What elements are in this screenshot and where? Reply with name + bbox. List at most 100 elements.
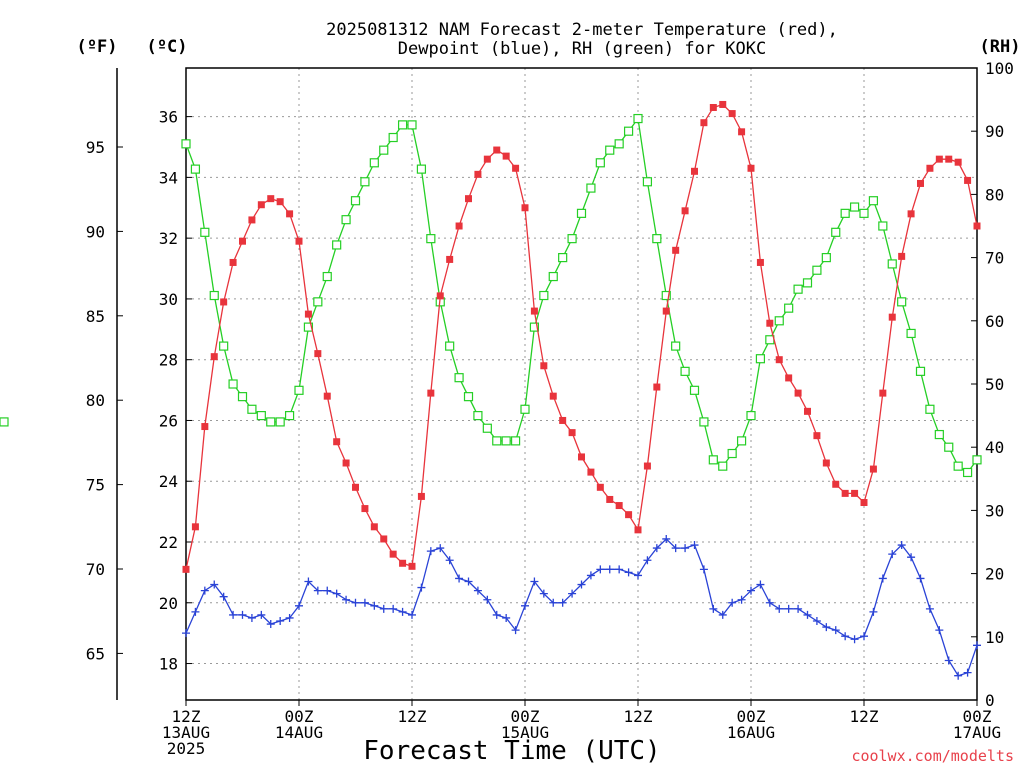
point-dewpoint-h18 [351,598,360,607]
point-dewpoint-h8 [257,610,266,619]
point-rh-h59 [736,436,747,446]
point-rh-h34 [501,436,511,446]
point-rh-h61 [755,354,766,364]
point-rh-h82 [953,461,963,471]
point-rh-h5 [228,379,238,389]
point-2-meter-temperature-h57 [719,100,727,108]
point-dewpoint-h64 [784,604,793,613]
point-2-meter-temperature-h65 [794,389,802,397]
point-2-meter-temperature-h3 [210,353,218,361]
point-dewpoint-h44 [596,565,605,574]
point-2-meter-temperature-h34 [502,152,510,160]
point-2-meter-temperature-h45 [606,495,614,503]
point-2-meter-temperature-h25 [417,492,425,500]
point-dewpoint-h40 [558,598,567,607]
point-2-meter-temperature-h43 [587,468,595,476]
point-dewpoint-h29 [455,574,464,583]
point-2-meter-temperature-h52 [672,246,680,254]
point-dewpoint-h63 [775,604,784,613]
point-rh-h40 [558,253,568,263]
point-2-meter-temperature-h30 [465,195,472,203]
point-2-meter-temperature-h47 [625,511,633,519]
point-2-meter-temperature-h58 [728,110,736,118]
point-dewpoint-h32 [483,595,492,604]
tick-label-fahrenheit-70: 70 [86,560,105,579]
point-2-meter-temperature-h26 [427,389,435,397]
point-dewpoint-h33 [492,610,501,619]
point-2-meter-temperature-h32 [483,155,491,163]
point-2-meter-temperature-h70 [841,489,849,497]
tick-label-celsius-34: 34 [159,168,178,187]
point-rh-h43 [586,183,596,193]
point-2-meter-temperature-h10 [276,198,284,206]
point-dewpoint-h31 [473,586,482,595]
series-dewpoint [182,534,981,680]
point-rh-h29 [454,373,464,383]
point-2-meter-temperature-h73 [869,465,877,473]
point-2-meter-temperature-h5 [229,258,237,266]
fahrenheit-unit-label: (ºF) [77,37,118,57]
point-dewpoint-h13 [304,577,313,586]
point-2-meter-temperature-h76 [898,252,906,260]
point-dewpoint-h17 [342,595,351,604]
point-dewpoint-h27 [436,544,445,553]
point-rh-h16 [332,240,342,250]
point-dewpoint-h78 [916,574,925,583]
point-rh-h75 [887,259,897,269]
point-2-meter-temperature-h19 [361,505,369,513]
point-dewpoint-h42 [577,580,586,589]
point-2-meter-temperature-h84 [973,222,981,230]
point-dewpoint-h70 [841,632,850,641]
tick-label-fahrenheit-80: 80 [86,391,105,410]
point-rh-h65 [793,284,803,294]
point-2-meter-temperature-h22 [389,550,397,558]
point-2-meter-temperature-h63 [775,356,783,364]
point-rh-h58 [727,448,737,459]
point-rh-h17 [341,215,351,225]
point-2-meter-temperature-h17 [342,459,350,467]
tick-label-fahrenheit-95: 95 [86,138,105,157]
point-rh-h71 [849,202,860,212]
point-2-meter-temperature-h16 [333,438,341,446]
point-rh-h60 [746,411,756,421]
point-dewpoint-h55 [699,565,708,574]
point-2-meter-temperature-h62 [766,319,774,327]
point-2-meter-temperature-h15 [323,392,331,400]
tick-label-hour-84-line-0: 00Z [963,707,992,726]
point-dewpoint-h76 [897,541,906,550]
tick-label-celsius-18: 18 [159,655,178,674]
point-2-meter-temperature-h74 [879,389,887,397]
point-dewpoint-h4 [219,592,228,601]
point-dewpoint-h43 [586,571,595,580]
point-rh-h19 [360,177,370,187]
point-dewpoint-h47 [624,568,633,577]
point-2-meter-temperature-h6 [239,237,246,245]
point-rh-h53 [680,366,690,376]
point-dewpoint-h48 [634,571,642,580]
point-rh-h7 [247,404,257,414]
point-rh-h50 [652,234,662,244]
point-dewpoint-h82 [954,671,963,680]
point-rh-h46 [614,139,624,149]
point-2-meter-temperature-h21 [380,535,388,543]
point-rh-h35 [510,436,521,446]
point-dewpoint-h41 [568,589,577,598]
point-dewpoint-h25 [417,583,426,592]
point-dewpoint-h60 [747,586,755,595]
point-2-meter-temperature-h38 [540,362,548,370]
point-dewpoint-h77 [907,553,916,562]
tick-label-rh-80: 80 [985,185,1004,204]
point-dewpoint-h53 [681,544,690,553]
point-rh-h69 [831,227,841,237]
series-layer [0,100,982,680]
point-rh-h51 [661,290,671,301]
tick-label-rh-40: 40 [985,438,1004,457]
point-dewpoint-h26 [426,547,435,556]
point-rh-h42 [576,208,587,218]
tick-label-hour-0-line-1: 13AUG [162,723,210,742]
point-dewpoint-h49 [643,556,652,565]
point-rh-h1 [190,164,201,174]
point-rh-h52 [671,341,681,351]
point-2-meter-temperature-h35 [512,164,520,172]
